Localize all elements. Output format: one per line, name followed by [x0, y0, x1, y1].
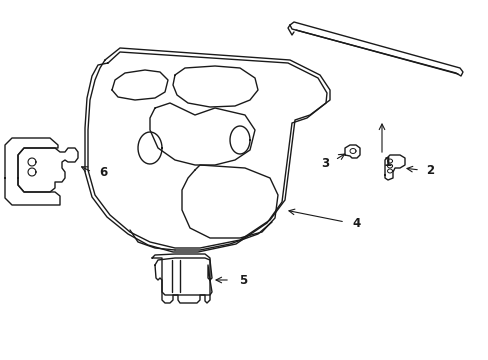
Text: 5: 5 [238, 274, 246, 287]
Text: 1: 1 [383, 156, 391, 168]
Text: 3: 3 [320, 157, 328, 170]
Text: 2: 2 [425, 163, 433, 176]
Text: 6: 6 [99, 166, 107, 179]
Text: 4: 4 [352, 216, 360, 230]
